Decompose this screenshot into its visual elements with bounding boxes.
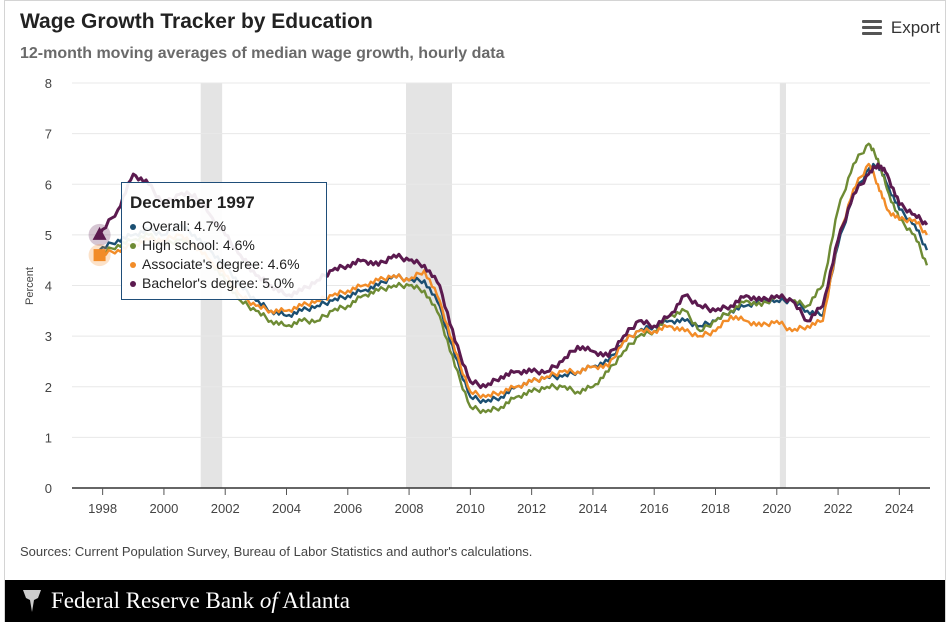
org-name: Federal Reserve Bank of Atlanta	[51, 588, 350, 613]
x-tick-label: 2014	[578, 501, 607, 516]
x-tick-label: 2006	[333, 501, 362, 516]
x-tick-label: 2010	[456, 501, 485, 516]
axes: 0 1 2 3 4 5 6 7 8 1998 2000 2002 2004 2006 2008 2010 201…	[45, 76, 930, 516]
x-tick-label: 2022	[824, 501, 853, 516]
y-tick-label: 2	[45, 380, 52, 395]
x-tick-label: 2020	[762, 501, 791, 516]
hover-markers	[88, 223, 111, 267]
bullet-icon	[130, 224, 136, 231]
bullet-icon	[130, 262, 136, 269]
export-label: Export	[890, 18, 940, 37]
y-tick-label: 0	[45, 481, 52, 496]
chart-subtitle: 12-month moving averages of median wage …	[20, 45, 505, 62]
y-axis-label: Percent	[24, 267, 36, 305]
menu-icon	[861, 20, 882, 36]
y-tick-label: 1	[45, 430, 52, 445]
series-line-high-school[interactable]	[98, 142, 929, 415]
bullet-icon	[130, 243, 136, 250]
x-tick-label: 1998	[88, 501, 117, 516]
x-tick-label: 2024	[885, 501, 914, 516]
y-tick-label: 6	[45, 177, 52, 192]
footer-banner: Federal Reserve Bank of Atlanta	[5, 580, 945, 622]
x-tick-label: 2012	[517, 501, 546, 516]
gridlines	[72, 82, 930, 438]
x-tick-label: 2004	[272, 501, 301, 516]
y-tick-label: 5	[45, 228, 52, 243]
tooltip-row-bachelors: Bachelor's degree: 5.0%	[130, 274, 318, 293]
tooltip-title: December 1997	[130, 193, 255, 212]
sources-note: Sources: Current Population Survey, Bure…	[20, 544, 533, 559]
bullet-icon	[130, 281, 136, 288]
x-tick-label: 2018	[701, 501, 730, 516]
x-tick-label: 2016	[640, 501, 669, 516]
x-tick-label: 2008	[395, 501, 424, 516]
tooltip-row-high-school: High school: 4.6%	[130, 236, 318, 255]
chart-card	[4, 0, 946, 622]
y-tick-label: 7	[45, 127, 52, 142]
tooltip-row-overall: Overall: 4.7%	[130, 217, 318, 236]
y-tick-label: 4	[45, 279, 52, 294]
marker-bachelors	[92, 226, 107, 240]
eagle-logo-icon	[23, 590, 41, 612]
y-tick-label: 3	[45, 329, 52, 344]
x-tick-label: 2000	[149, 501, 178, 516]
chart-title: Wage Growth Tracker by Education	[20, 10, 373, 33]
x-tick-label: 2002	[211, 501, 240, 516]
tooltip-row-associates: Associate's degree: 4.6%	[130, 255, 318, 274]
marker-associates	[93, 249, 106, 262]
y-tick-label: 8	[45, 76, 52, 91]
tooltip: December 1997 Overall: 4.7% High school:…	[121, 182, 327, 300]
export-button[interactable]: Export	[861, 18, 940, 38]
